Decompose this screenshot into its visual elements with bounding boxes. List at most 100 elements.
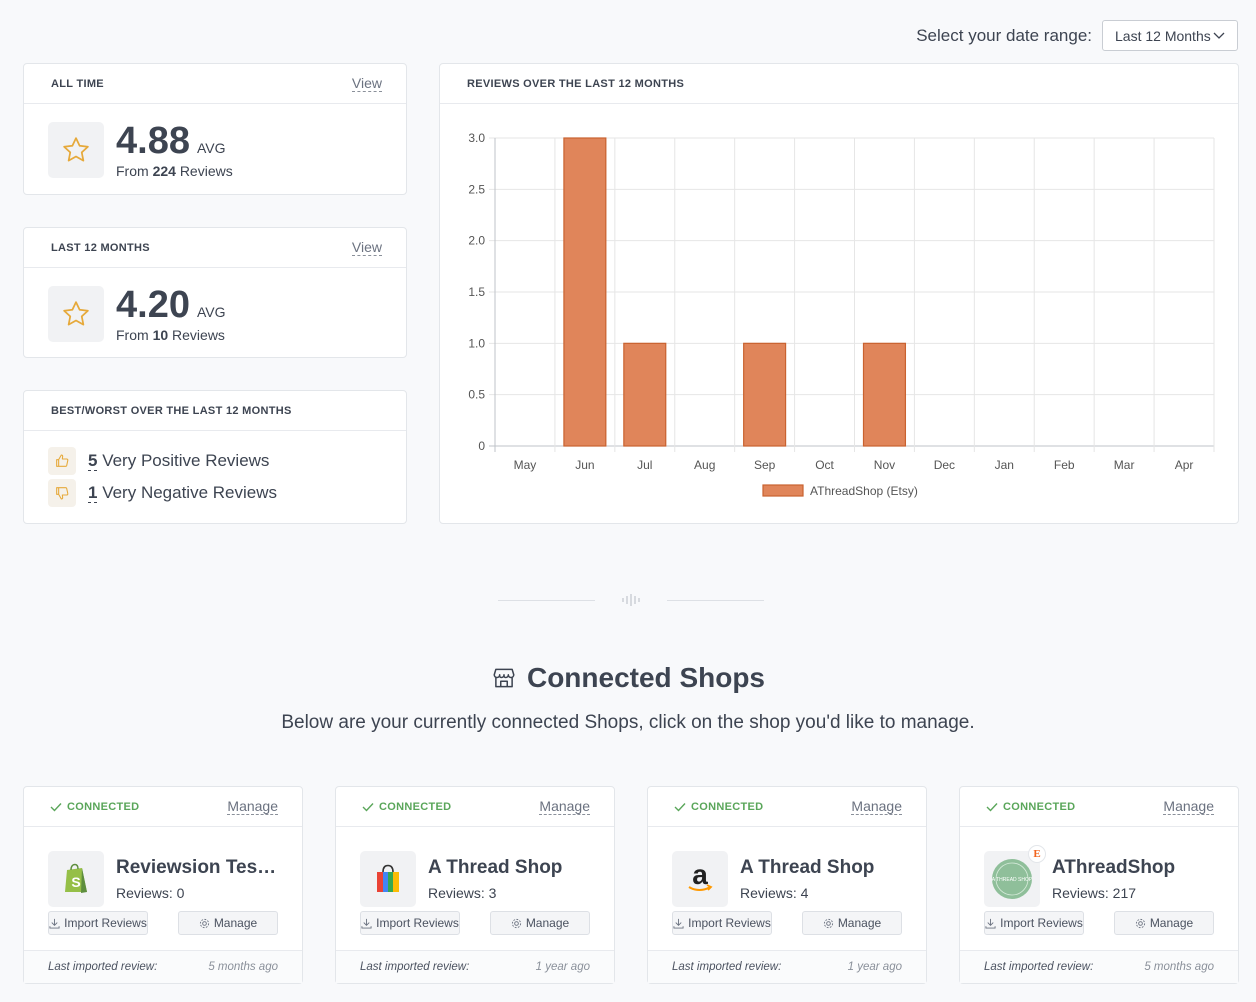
x-tick-label: Mar	[1114, 458, 1135, 472]
gear-icon	[823, 918, 833, 928]
manage-button[interactable]: Manage	[802, 911, 902, 935]
last-imported-value: 1 year ago	[535, 961, 590, 973]
last-imported-value: 1 year ago	[847, 961, 902, 973]
bar-sep	[743, 342, 787, 447]
manage-button[interactable]: Manage	[490, 911, 590, 935]
last-12-count: 10	[152, 327, 169, 343]
all-time-avg: 4.88	[116, 120, 190, 162]
shop-reviews: Reviews: 217	[1052, 885, 1137, 901]
legend-swatch	[762, 484, 804, 497]
manage-link[interactable]: Manage	[227, 797, 278, 815]
import-reviews-button[interactable]: Import Reviews	[984, 911, 1084, 935]
last-imported-label: Last imported review:	[360, 961, 470, 973]
last-imported-footer: Last imported review: 5 months ago	[960, 950, 1238, 983]
all-time-from: From 224 Reviews	[116, 163, 233, 179]
manage-link[interactable]: Manage	[539, 797, 590, 815]
last-12-avg-label: AVG	[196, 304, 226, 320]
import-reviews-button[interactable]: Import Reviews	[48, 911, 148, 935]
very-negative-row: 1 Very Negative Reviews	[24, 477, 406, 509]
import-reviews-button[interactable]: Import Reviews	[672, 911, 772, 935]
connected-status: CONNECTED	[362, 801, 451, 813]
very-positive-count[interactable]: 5	[88, 451, 98, 471]
last-imported-footer: Last imported review: 1 year ago	[648, 950, 926, 983]
y-tick-label: 1.0	[468, 336, 485, 350]
last-imported-label: Last imported review:	[48, 961, 158, 973]
x-tick-label: Sep	[754, 458, 776, 472]
connected-status: CONNECTED	[50, 801, 139, 813]
very-negative-text: 1 Very Negative Reviews	[88, 483, 278, 503]
chart-title: REVIEWS OVER THE LAST 12 MONTHS	[467, 77, 685, 90]
gear-icon	[511, 918, 521, 928]
date-range-label: Select your date range:	[916, 25, 1092, 45]
manage-button[interactable]: Manage	[1114, 911, 1214, 935]
storefront-icon	[493, 668, 515, 688]
check-icon	[986, 802, 998, 812]
all-time-header: ALL TIME View	[24, 64, 406, 104]
check-icon	[362, 802, 374, 812]
google-shopping-icon	[360, 851, 416, 907]
bar-nov	[862, 342, 907, 447]
star-icon	[48, 122, 104, 178]
shop-name: Reviewsion Test ...	[116, 857, 280, 878]
date-range-value: Last 12 Months	[1115, 27, 1211, 44]
star-icon	[48, 286, 104, 342]
manage-link[interactable]: Manage	[1163, 797, 1214, 815]
thumbs-down-icon	[48, 479, 76, 507]
all-time-stats: 4.88 AVG From 224 Reviews	[24, 104, 406, 179]
y-tick-label: 2.0	[468, 234, 485, 248]
y-tick-label: 2.5	[468, 182, 485, 196]
x-tick-label: May	[514, 458, 537, 472]
last-12-avg: 4.20	[116, 284, 190, 326]
connected-status: CONNECTED	[674, 801, 763, 813]
shop-reviews: Reviews: 0	[116, 885, 185, 901]
very-positive-text: 5 Very Positive Reviews	[88, 451, 270, 471]
best-worst-title: BEST/WORST OVER THE LAST 12 MONTHS	[51, 404, 292, 417]
all-time-view-link[interactable]: View	[351, 74, 382, 92]
shop-name: AThreadShop	[1052, 857, 1176, 878]
shop-name: A Thread Shop	[740, 857, 875, 878]
y-tick-label: 0	[478, 439, 485, 453]
check-icon	[50, 802, 62, 812]
all-time-title: ALL TIME	[51, 77, 104, 90]
reviews-bar-chart: 0 0.5 1.0 1.5 2.0 2.5 3.0 May Jun Jul Aug Sep Oct Nov…	[468, 131, 1215, 498]
chart-header: REVIEWS OVER THE LAST 12 MONTHS	[440, 64, 1238, 104]
gear-icon	[199, 918, 209, 928]
shop-card[interactable]: CONNECTED Manage A Thread Shop Reviews: …	[335, 786, 615, 984]
x-tick-label: Dec	[934, 458, 955, 472]
manage-button[interactable]: Manage	[178, 911, 278, 935]
very-positive-row: 5 Very Positive Reviews	[24, 445, 406, 477]
very-negative-count[interactable]: 1	[88, 483, 98, 503]
shop-card[interactable]: CONNECTED Manage a A Thread Shop Reviews…	[647, 786, 927, 984]
x-tick-label: Jul	[637, 458, 652, 472]
shop-card[interactable]: CONNECTED Manage A THREAD SHOP E AThread…	[959, 786, 1239, 984]
last-12-from: From 10 Reviews	[116, 327, 225, 343]
connected-status: CONNECTED	[986, 801, 1075, 813]
x-tick-label: Jun	[575, 458, 594, 472]
import-reviews-button[interactable]: Import Reviews	[360, 911, 460, 935]
svg-text:a: a	[692, 862, 708, 890]
x-tick-label: Jan	[995, 458, 1014, 472]
reviews-chart-card: REVIEWS OVER THE LAST 12 MONTHS 0 0.5 1.0 1…	[439, 63, 1239, 524]
last-imported-footer: Last imported review: 1 year ago	[336, 950, 614, 983]
y-tick-label: 1.5	[468, 285, 485, 299]
legend-label: AThreadShop (Etsy)	[810, 484, 918, 498]
connected-shops-heading: Connected Shops	[0, 662, 1256, 694]
shop-reviews: Reviews: 3	[428, 885, 497, 901]
gear-icon	[1135, 918, 1145, 928]
last-12-view-link[interactable]: View	[351, 238, 382, 256]
shop-card[interactable]: CONNECTED Manage S Reviewsion Test ... R…	[23, 786, 303, 984]
date-range-control: Select your date range: Last 12 Months	[916, 20, 1238, 51]
x-tick-label: Feb	[1054, 458, 1075, 472]
x-tick-label: Aug	[694, 458, 715, 472]
etsy-shop-icon: A THREAD SHOP E	[984, 845, 1046, 907]
date-range-select[interactable]: Last 12 Months	[1102, 20, 1238, 51]
thumbs-up-icon	[48, 447, 76, 475]
manage-link[interactable]: Manage	[851, 797, 902, 815]
last-12-title: LAST 12 MONTHS	[51, 241, 150, 254]
best-worst-header: BEST/WORST OVER THE LAST 12 MONTHS	[24, 391, 406, 431]
download-icon	[49, 918, 60, 929]
download-icon	[673, 918, 684, 929]
all-time-card: ALL TIME View 4.88 AVG From 224 Reviews	[23, 63, 407, 195]
etsy-badge-icon: E	[1028, 845, 1046, 863]
last-12-stats: 4.20 AVG From 10 Reviews	[24, 268, 406, 343]
